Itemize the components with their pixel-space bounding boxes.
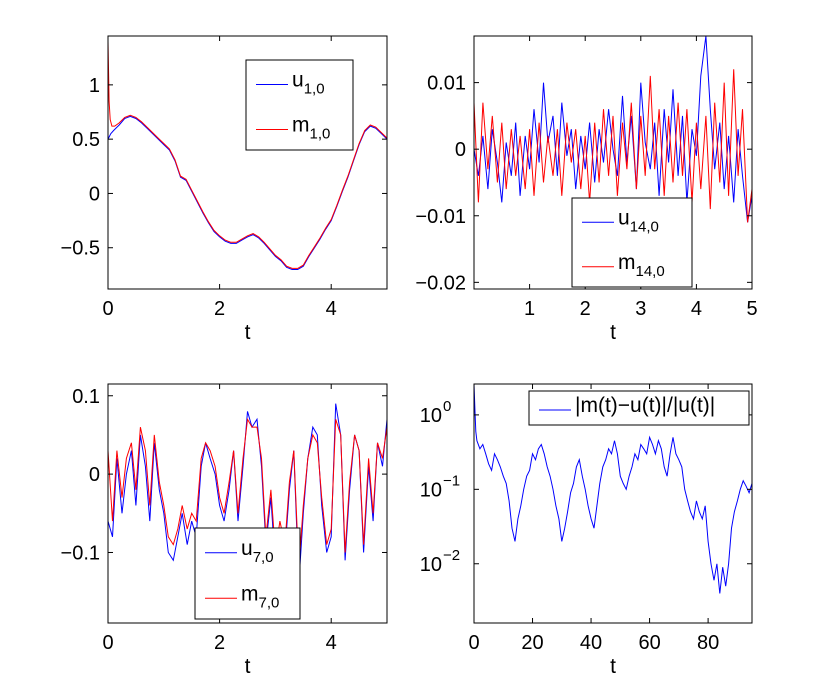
x-tick-label: 4 bbox=[326, 632, 337, 654]
series-line-m-14-0 bbox=[474, 69, 752, 223]
y-tick-exponent: −2 bbox=[443, 547, 460, 564]
axes-frame bbox=[473, 383, 753, 624]
x-tick-label: 2 bbox=[580, 298, 591, 320]
legend-subscript: 14,0 bbox=[630, 218, 659, 235]
series-line-u-14-0 bbox=[474, 36, 752, 223]
legend-subscript: 1,0 bbox=[310, 126, 331, 143]
y-tick-label: 10 bbox=[420, 554, 442, 576]
y-tick-label: 0 bbox=[89, 464, 100, 486]
y-tick-label: −0.02 bbox=[415, 272, 466, 294]
y-tick-label: 0.01 bbox=[427, 73, 466, 95]
x-tick-label: 1 bbox=[524, 298, 535, 320]
y-tick-label: 10 bbox=[420, 479, 442, 501]
legend-subscript: 1,0 bbox=[304, 81, 325, 98]
x-tick-label: 20 bbox=[521, 632, 543, 654]
axes-frame bbox=[473, 35, 753, 290]
x-tick-label: 5 bbox=[746, 298, 757, 320]
y-tick-label: 0.1 bbox=[72, 386, 100, 408]
series-line-m-7-0 bbox=[108, 417, 387, 569]
y-tick-exponent: −1 bbox=[443, 472, 460, 489]
x-tick-label: 40 bbox=[580, 632, 602, 654]
y-tick-label: 0 bbox=[455, 139, 466, 161]
x-tick-label: 2 bbox=[214, 632, 225, 654]
series-line-m-1-0 bbox=[108, 41, 387, 269]
y-tick-exponent: 0 bbox=[443, 398, 451, 415]
x-axis-label: t bbox=[610, 321, 616, 344]
x-axis-label: t bbox=[610, 655, 616, 678]
x-tick-label: 2 bbox=[214, 298, 225, 320]
axes-frame bbox=[107, 383, 388, 624]
y-tick-label: 10 bbox=[420, 405, 442, 427]
x-tick-label: 80 bbox=[697, 632, 719, 654]
y-tick-label: 0.5 bbox=[72, 129, 100, 151]
x-tick-label: 0 bbox=[468, 632, 479, 654]
legend: |m(t)−u(t)|/|u(t)| bbox=[528, 390, 750, 426]
y-tick-label: −0.1 bbox=[61, 542, 100, 564]
panel-bottom-left: 0 2 4 0.1 0 −0.1 t u7,0m7,0 bbox=[61, 383, 388, 678]
legend-subscript: 7,0 bbox=[253, 549, 274, 566]
x-tick-label: 0 bbox=[102, 632, 113, 654]
axes-frame bbox=[107, 35, 388, 290]
x-axis-label: t bbox=[245, 321, 251, 344]
legend-subscript: 14,0 bbox=[636, 263, 665, 280]
series-line-error-ratio bbox=[474, 384, 752, 594]
legend-subscript: 7,0 bbox=[259, 594, 280, 611]
x-tick-label: 60 bbox=[638, 632, 660, 654]
legend-box bbox=[571, 197, 693, 288]
y-tick-label: 0 bbox=[89, 183, 100, 205]
legend: u1,0m1,0 bbox=[245, 59, 354, 151]
panel-top-left: 0 2 4 1 0.5 0 −0.5 t u1,0m1,0 bbox=[61, 35, 388, 344]
legend-box bbox=[245, 59, 354, 151]
legend-box bbox=[194, 527, 301, 620]
legend-box bbox=[528, 390, 750, 426]
x-tick-label: 4 bbox=[326, 298, 337, 320]
legend: u7,0m7,0 bbox=[194, 527, 301, 620]
legend-label: |m(t)−u(t)|/|u(t)| bbox=[575, 394, 715, 417]
x-tick-label: 4 bbox=[691, 298, 702, 320]
x-tick-label: 0 bbox=[102, 298, 113, 320]
x-axis-label: t bbox=[245, 655, 251, 678]
x-tick-label: 3 bbox=[635, 298, 646, 320]
y-tick-label: 1 bbox=[89, 75, 100, 97]
y-tick-label: −0.5 bbox=[61, 238, 100, 260]
y-tick-label: −0.01 bbox=[415, 206, 466, 228]
